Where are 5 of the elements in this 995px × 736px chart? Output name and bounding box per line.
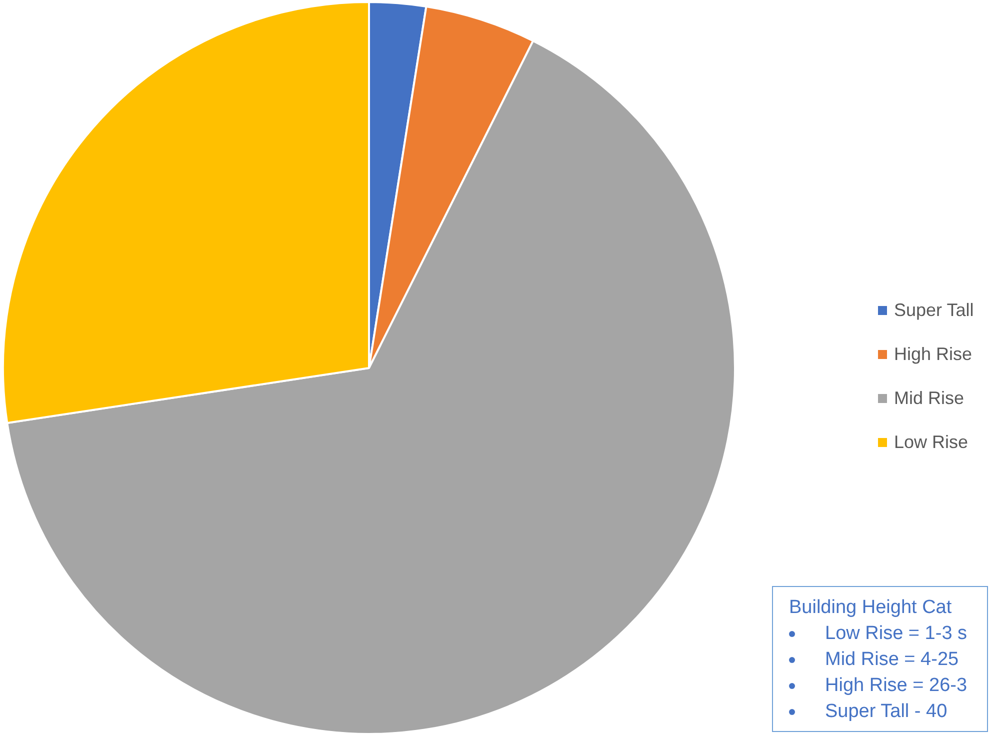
text-box: Building Height Cat Low Rise = 1-3 s Mid Rise = 4-25 High Rise = 26-3 Super Tall - 40 (772, 586, 988, 732)
legend-label: Low Rise (894, 432, 968, 452)
legend-label: Mid Rise (894, 388, 964, 408)
legend-label: High Rise (894, 344, 972, 364)
legend-label: Super Tall (894, 300, 974, 320)
